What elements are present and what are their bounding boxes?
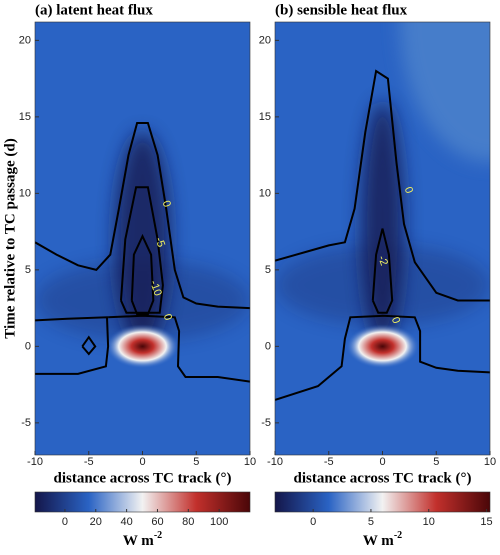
x-tick-label: -5 xyxy=(84,456,94,468)
x-tick-label: 5 xyxy=(433,456,439,468)
y-tick-label: 20 xyxy=(259,34,271,46)
x-tick-label: -10 xyxy=(27,456,43,468)
colorbar-tick-label: 0 xyxy=(62,516,68,528)
field-warm-core xyxy=(345,324,420,369)
x-tick-label: 0 xyxy=(379,456,385,468)
y-tick-label: -5 xyxy=(261,417,271,429)
chart-title: (b) sensible heat flux xyxy=(275,2,408,18)
contour-label: -10 xyxy=(147,279,164,298)
colorbar-label-unit: W m xyxy=(363,533,394,549)
contour-label: -2 xyxy=(375,254,390,267)
y-tick-label: 10 xyxy=(259,187,271,199)
colorbar-label-unit: W m xyxy=(123,533,154,549)
y-tick-label: 0 xyxy=(25,340,31,352)
field-light xyxy=(400,22,490,162)
contour-label: 0 xyxy=(402,185,415,195)
colorbar-tick-label: 80 xyxy=(182,516,194,528)
colorbar-label-exponent: -2 xyxy=(154,530,162,541)
x-axis-label: distance across TC track (°) xyxy=(54,470,232,486)
field-warm-core xyxy=(105,324,180,369)
field-plume xyxy=(114,132,171,347)
colorbar-tick-label: 0 xyxy=(310,516,316,528)
y-tick-label: 10 xyxy=(19,187,31,199)
colorbar-tick-label: 10 xyxy=(423,516,435,528)
y-tick-label: 5 xyxy=(25,264,31,276)
contour-label: 0 xyxy=(161,312,174,322)
x-tick-label: -10 xyxy=(267,456,283,468)
contour-label: 0 xyxy=(389,315,402,325)
field: 0 0 -5 -10 xyxy=(35,22,250,455)
y-tick-label: 15 xyxy=(19,111,31,123)
x-tick-label: 10 xyxy=(484,456,496,468)
colorbar-label: W m-2 xyxy=(363,530,402,549)
contour-label: 0 xyxy=(160,199,173,209)
colorbar-tick-label: 60 xyxy=(151,516,163,528)
field: 0 0 -2 xyxy=(275,22,490,455)
x-tick-label: 0 xyxy=(139,456,145,468)
y-axis-label: Time relative to TC passage (d) xyxy=(2,138,18,338)
y-tick-label: -5 xyxy=(21,417,31,429)
colorbar-tick-label: 5 xyxy=(368,516,374,528)
contour-line xyxy=(130,233,155,316)
colorbar xyxy=(34,491,251,513)
colorbar xyxy=(274,491,491,513)
chart-title: (a) latent heat flux xyxy=(35,2,153,18)
x-tick-label: -5 xyxy=(324,456,334,468)
colorbar-tick-label: 20 xyxy=(90,516,102,528)
x-tick-label: 10 xyxy=(244,456,256,468)
colorbar-label: W m-2 xyxy=(123,530,162,549)
y-tick-label: 15 xyxy=(259,111,271,123)
y-tick-label: 20 xyxy=(19,34,31,46)
contour-line xyxy=(275,69,490,401)
contour-line xyxy=(35,122,250,383)
x-axis-label: distance across TC track (°) xyxy=(294,470,472,486)
x-tick-label: 5 xyxy=(193,456,199,468)
colorbar-tick-label: 100 xyxy=(210,516,228,528)
colorbar-label-exponent: -2 xyxy=(394,530,402,541)
y-tick-label: 0 xyxy=(265,340,271,352)
colorbar-tick-label: 15 xyxy=(480,516,492,528)
contour-line xyxy=(371,228,394,314)
y-tick-label: 5 xyxy=(265,264,271,276)
field-plume xyxy=(361,101,404,347)
colorbar-tick-label: 40 xyxy=(120,516,132,528)
contour-label: -5 xyxy=(152,236,167,249)
